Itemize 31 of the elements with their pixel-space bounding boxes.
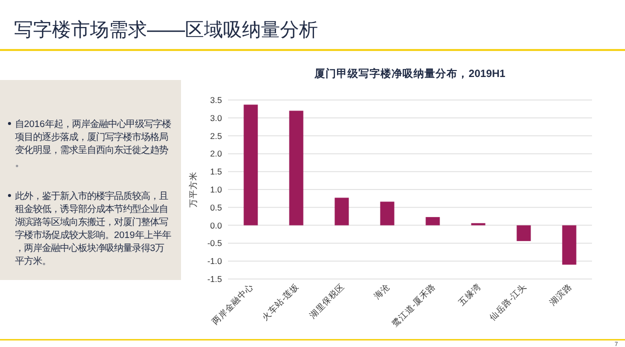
y-tick-label: 0.0 [210, 220, 222, 230]
text: 自2016年起，两岸金融中心甲级写字楼项目的逐步落成，厦门写字楼市场格局变化明显，需求呈自西向东迁徙之趋势。 [15, 118, 171, 168]
y-tick-label: 1.5 [210, 166, 222, 177]
y-tick-label: 0.5 [210, 202, 222, 212]
y-tick-label: 1.0 [210, 184, 222, 194]
x-tick-label: 湖滨路 [548, 281, 574, 308]
y-tick-label: -1.5 [207, 274, 222, 284]
x-tick-label: 湖里保税区 [307, 281, 346, 320]
y-tick-label: -1.0 [207, 256, 222, 266]
bar [380, 202, 394, 226]
x-tick-label: 五缘湾 [456, 281, 483, 308]
x-tick-label: 火车站-莲坂 [260, 281, 301, 322]
bar [516, 225, 531, 242]
y-tick-label: 2.5 [210, 130, 222, 141]
text: 此外，鉴于新入市的楼宇品质较高，且租金较低，诱导部分成本节约型企业自湖滨路等区域向东搬迁，对厦门整体写字楼市场促成较大影响。2019年上半年，两岸金融中心板块净吸纳量录得3万平方米。 [15, 190, 171, 266]
x-tick-label: 两岸金融中心 [210, 281, 256, 327]
y-tick-label: 3.5 [210, 94, 222, 105]
x-tick-label: 仙岳路-江头 [487, 281, 528, 322]
x-tick-label: 鹭江道-厦禾路 [390, 281, 438, 329]
y-tick-label: 3.0 [210, 112, 222, 123]
chart-title: 写字楼市场需求——区域吸纳量分析 [14, 19, 318, 41]
x-tick-label: 海沧 [372, 281, 392, 302]
bar [244, 104, 258, 226]
bar [334, 198, 349, 226]
bar [289, 110, 304, 226]
bar [426, 217, 440, 226]
y-axis-title: 万平方米 [188, 172, 198, 208]
bar [562, 225, 576, 265]
chart-subtitle: 厦门甲级写字楼净吸纳量分布，2019H1 [314, 67, 506, 80]
y-tick-label: 2.0 [210, 148, 222, 159]
y-tick-label: -0.5 [207, 238, 222, 248]
